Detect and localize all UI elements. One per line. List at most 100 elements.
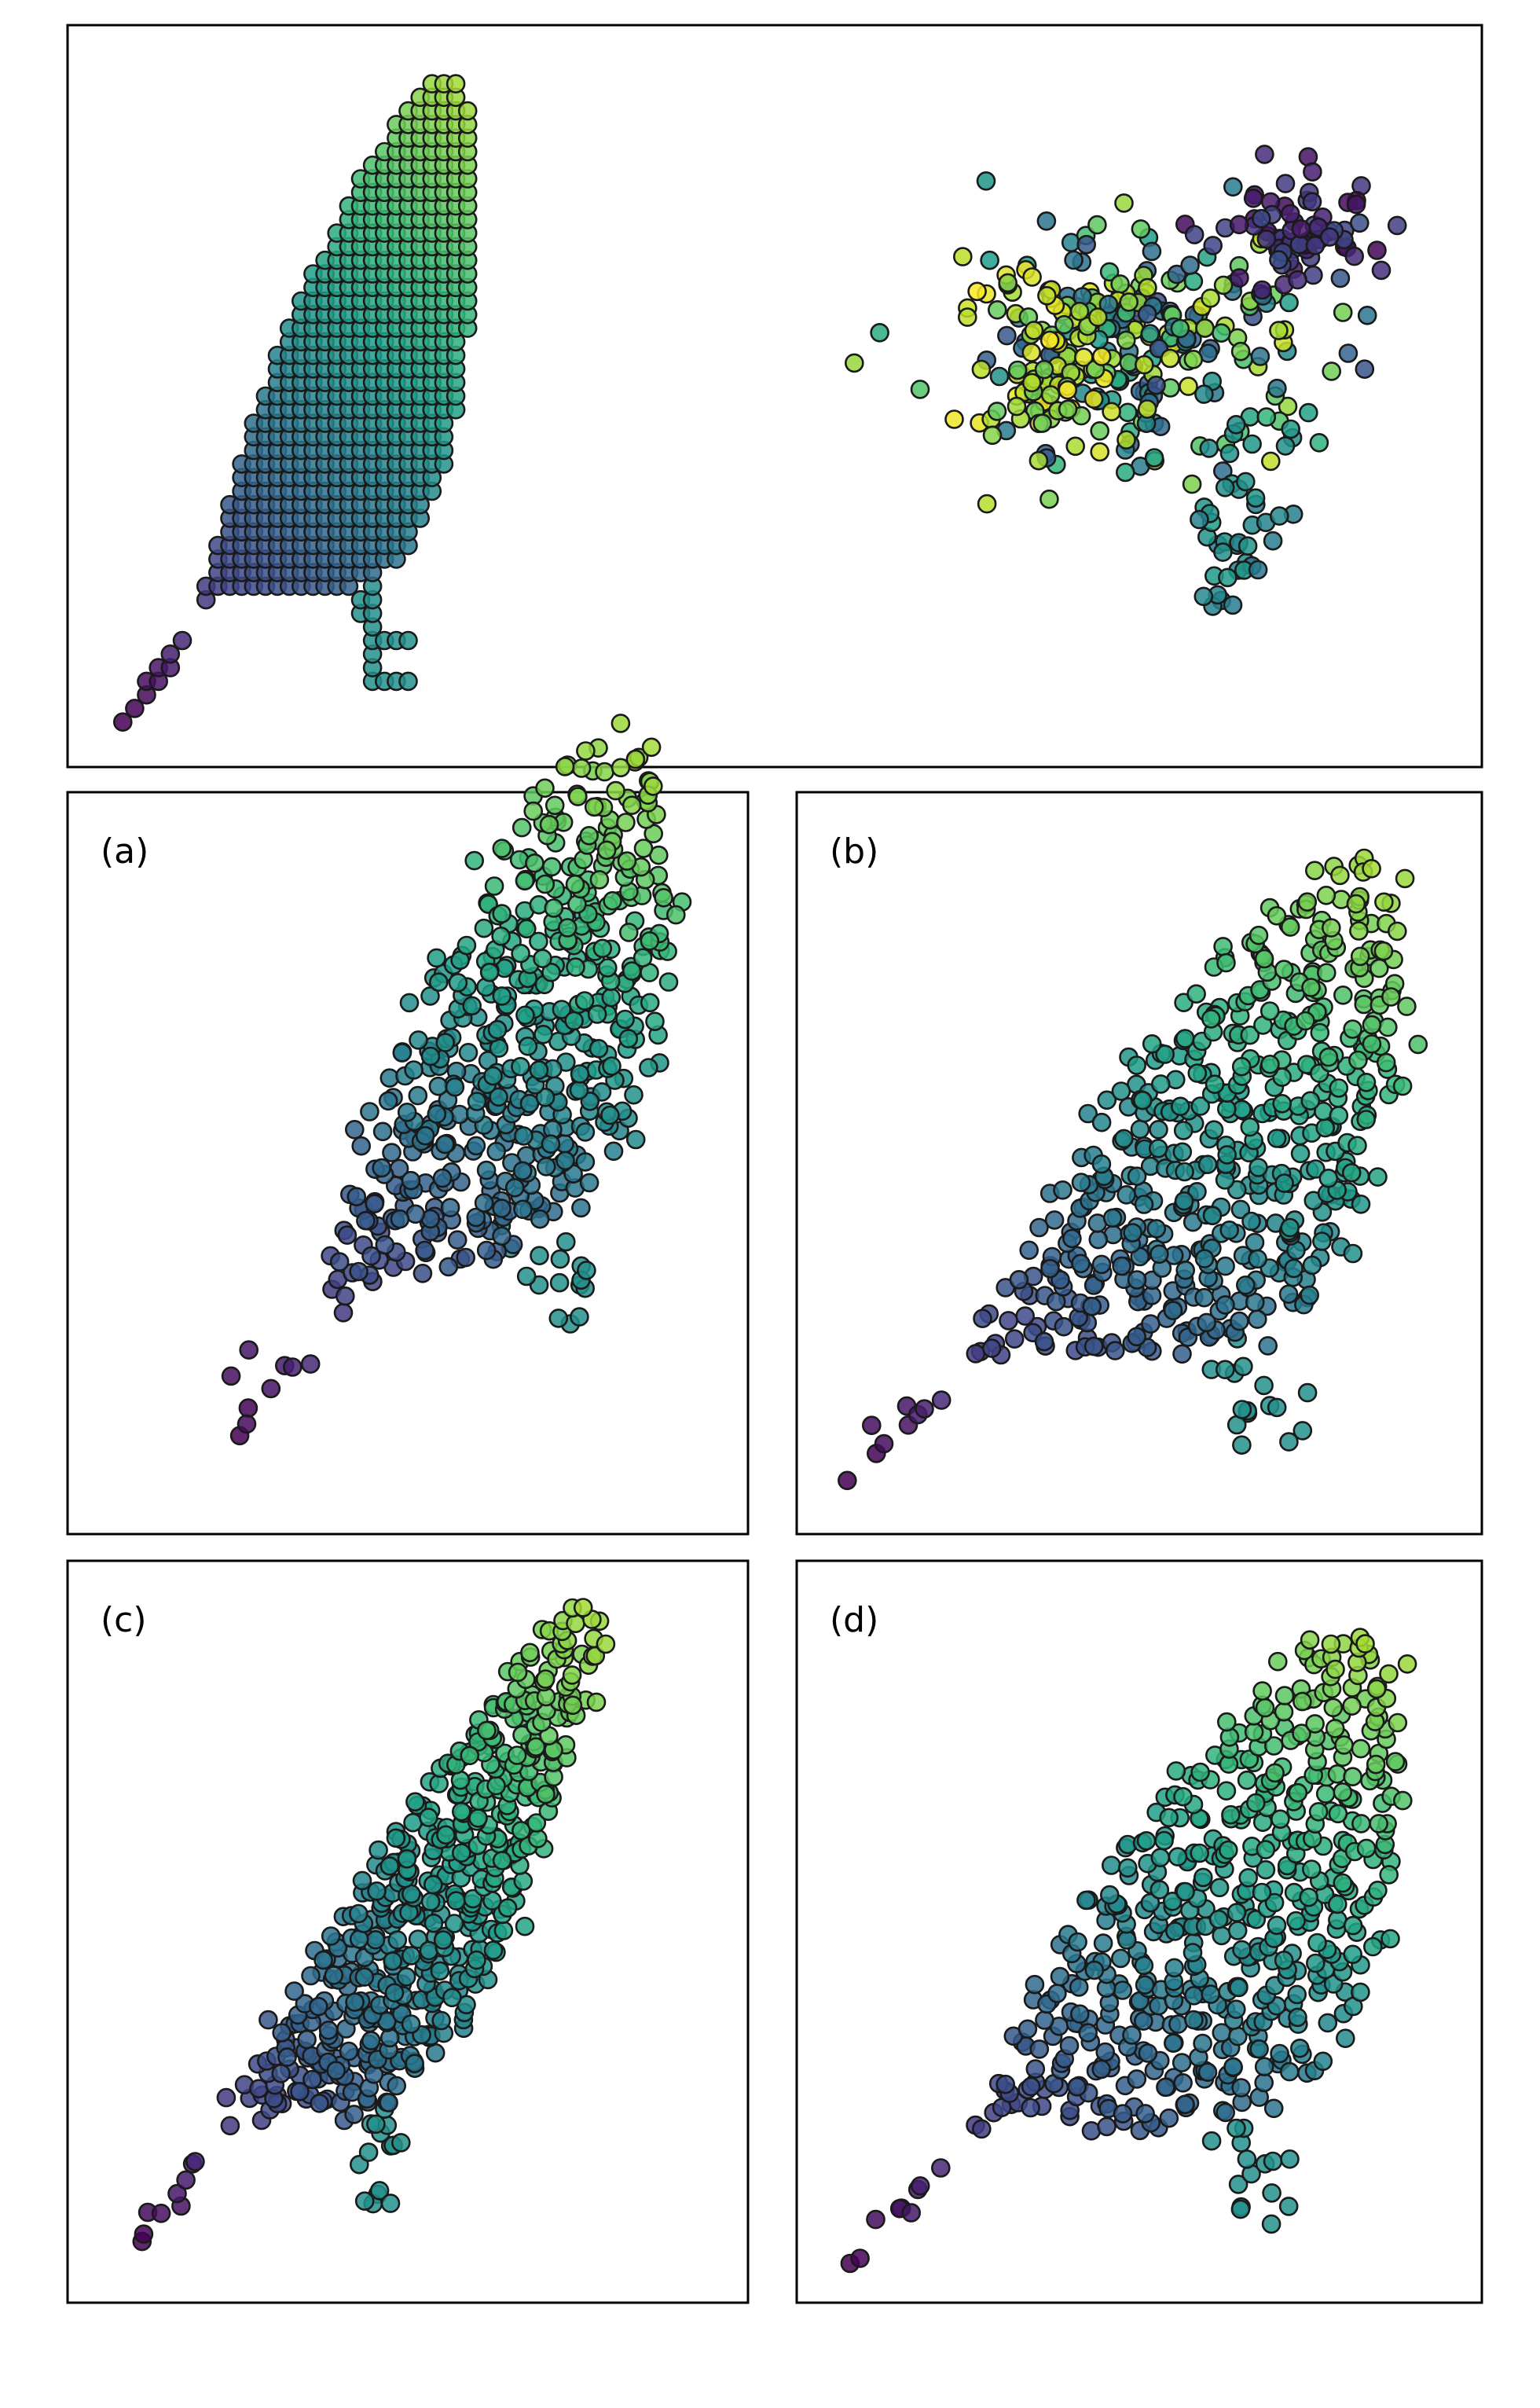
panel-c-point (271, 2064, 292, 2083)
embedding-point (1309, 432, 1329, 453)
embedding-point (1099, 262, 1120, 282)
embedding-point (1367, 240, 1387, 260)
panel-d-point (1380, 1929, 1400, 1949)
panel-b-point (1202, 1206, 1223, 1226)
panel-c-point (536, 1784, 556, 1804)
panel-b-point (1254, 1375, 1274, 1396)
panel-b-point (1197, 1312, 1216, 1333)
panel-b-point (1297, 892, 1318, 912)
embedding-point (1281, 419, 1300, 439)
panel-a: (a) (66, 714, 750, 1536)
panel-b-point (1155, 1044, 1175, 1064)
panel-a-point (645, 1011, 665, 1031)
panel-a-point (474, 918, 494, 938)
panel-d-point (1035, 2010, 1054, 2030)
panel-a-point (467, 1092, 487, 1111)
panel-c-point (216, 2087, 236, 2108)
panel-a-point (569, 1080, 589, 1100)
panel-d-point (1323, 1698, 1344, 1718)
embedding-point (1090, 420, 1109, 441)
panel-b-point (1267, 1397, 1287, 1418)
panel-d-point (1288, 2007, 1307, 2028)
panel-b-point (1142, 1034, 1162, 1054)
panel-d-point (1134, 2011, 1153, 2031)
panel-b-point (1356, 1073, 1377, 1092)
panel-a-point (435, 1033, 456, 1052)
panel-c-point (308, 1996, 328, 2017)
panel-a-point (512, 817, 532, 838)
panel-b-point (1248, 925, 1269, 945)
embedding-point (1355, 359, 1375, 380)
panel-c-point (284, 1981, 304, 2001)
panel-d-point (1315, 1784, 1336, 1804)
panel-d-point (1070, 2004, 1090, 2024)
panel-b-point (1260, 1055, 1280, 1074)
panel-c-point (367, 1881, 387, 1901)
embedding-point (1275, 436, 1296, 456)
panel-c-point (380, 2193, 401, 2213)
panel-b-point (1204, 1120, 1224, 1140)
panel-b-point (1102, 1208, 1123, 1228)
panel-c-point (352, 1870, 372, 1891)
panel-d-point (1369, 1814, 1388, 1834)
panel-d-point (1230, 2199, 1251, 2219)
embedding-point (1146, 375, 1166, 395)
panel-b-point (1279, 1432, 1299, 1452)
embedding-point (1269, 250, 1289, 270)
panel-c-point (361, 2031, 381, 2050)
embedding-point (1040, 489, 1059, 509)
panel-d-point (901, 2203, 921, 2223)
panel-d-point (1223, 2057, 1243, 2077)
embedding-point (1371, 260, 1392, 281)
panel-a-point (337, 1225, 358, 1245)
panel-c-point (423, 1874, 443, 1895)
panel-a-point (556, 1151, 575, 1171)
panel-d-point (1292, 1691, 1312, 1712)
panel-d-point (1175, 1881, 1195, 1902)
panel-d-point (1302, 1859, 1322, 1879)
embedding-point (1054, 314, 1074, 335)
embedding-point (1291, 218, 1311, 239)
embedding-point (1037, 285, 1057, 306)
panel-a-point (382, 1143, 402, 1162)
panel-a-point (549, 1272, 570, 1293)
panel-c-point (379, 2093, 398, 2113)
panel-a-point (483, 1066, 503, 1086)
panel-a-point (525, 853, 544, 873)
panel-b-point (1133, 1090, 1153, 1110)
panel-b-point (1194, 1249, 1215, 1268)
embedding-point (988, 299, 1007, 320)
panel-a-point (456, 1247, 476, 1268)
panel-c-point (358, 2142, 379, 2162)
panel-d-point (1255, 1698, 1275, 1718)
embedding-point (1090, 442, 1109, 462)
panel-d-point (1229, 1977, 1248, 1998)
panel-b-point (1217, 1099, 1237, 1119)
panel-c-point (321, 1926, 341, 1946)
panel-d-point (1336, 2028, 1355, 2048)
panel-d-point (1226, 2118, 1246, 2138)
panel-d-point (1393, 1790, 1413, 1811)
panel-d-point (1290, 2039, 1310, 2058)
panel-b-point (981, 1338, 1002, 1358)
panel-c-point (396, 1967, 416, 1987)
panel-b-point (1316, 886, 1336, 905)
panel-a-point (428, 1076, 449, 1096)
panel-b-point (1071, 1254, 1091, 1274)
embedding-point (971, 359, 992, 380)
panel-b-point (1175, 1029, 1195, 1048)
panel-b-point (1374, 892, 1394, 912)
panel-b-point (1354, 994, 1374, 1015)
panel-b-point (1084, 1276, 1104, 1295)
panel-c-point (386, 1828, 406, 1848)
embedding-point (1213, 542, 1233, 562)
panel-b-point (1175, 1261, 1195, 1280)
panel-b-point (1376, 1052, 1396, 1073)
panel-b-point (1078, 1103, 1098, 1124)
panel-a-point (633, 839, 654, 858)
panel-b-point (1267, 1129, 1287, 1148)
panel-a-point (408, 1085, 428, 1106)
panel-d-point (1278, 2197, 1299, 2216)
embedding-point (1135, 354, 1154, 375)
panel-b-point (1172, 1344, 1192, 1364)
